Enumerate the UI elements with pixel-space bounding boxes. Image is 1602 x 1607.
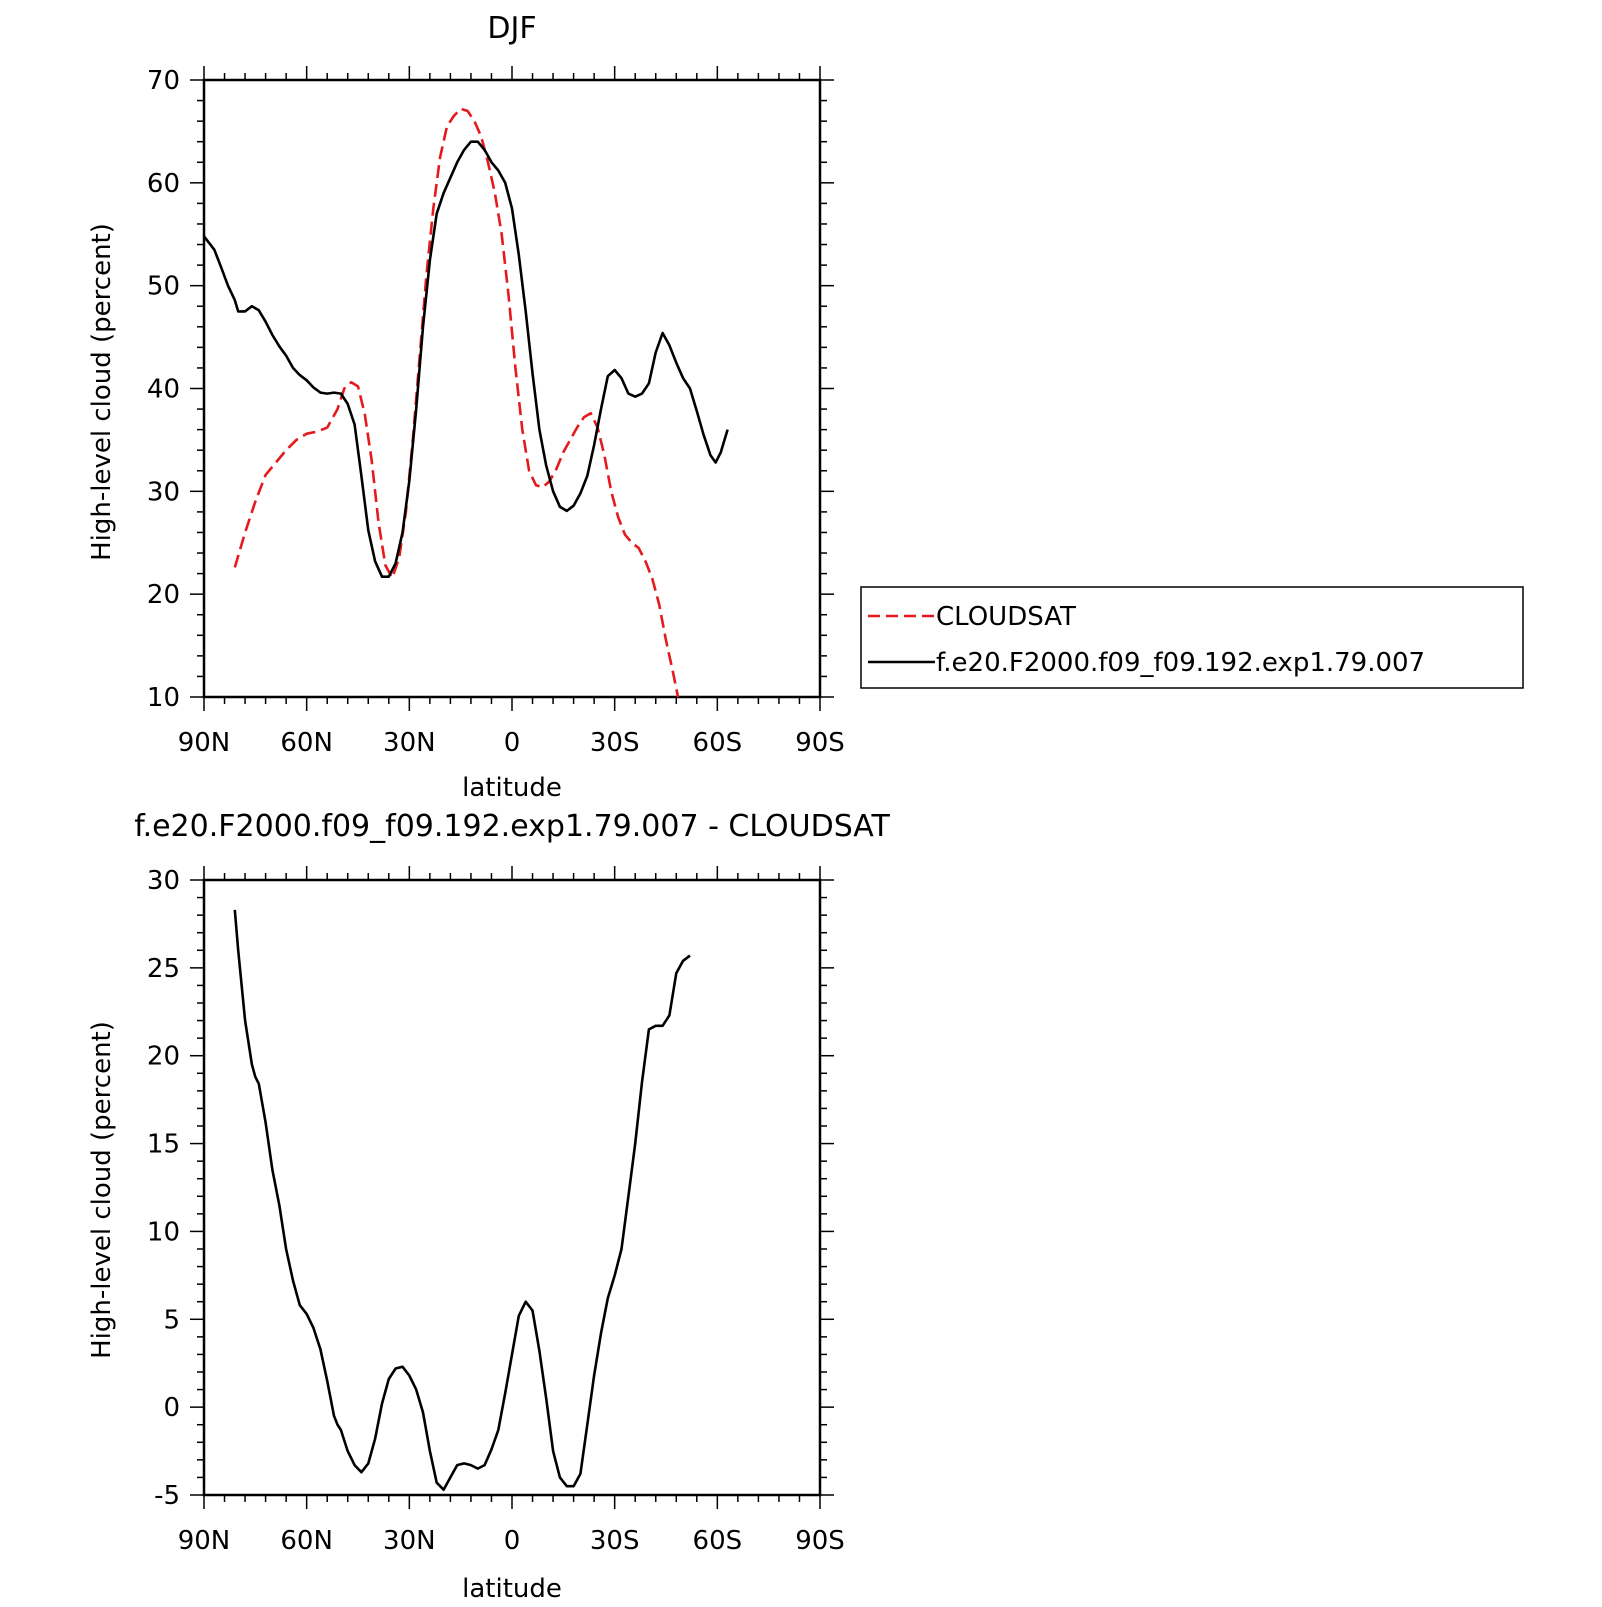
top-y-tick-label: 70 [147,66,180,96]
bottom-x-tick-label: 30N [383,1526,436,1556]
top-x-tick-label: 30N [383,728,436,758]
legend-box [860,586,1524,689]
bottom-panel-title: f.e20.F2000.f09_f09.192.exp1.79.007 - CL… [134,809,890,844]
bottom-y-tick-label: 15 [147,1130,180,1160]
bottom-x-tick-label: 0 [504,1526,521,1556]
legend-label-cloudsat: CLOUDSAT [936,602,1076,632]
top-x-tick-label: 60S [693,728,743,758]
top-x-tick-label: 90S [795,728,845,758]
bottom-panel-y-axis-label: High-level cloud (percent) [87,1021,117,1359]
bottom-x-tick-label: 60N [280,1526,333,1556]
top-y-tick-label: 10 [147,683,180,713]
bottom-plot-frame [202,878,822,1497]
top-series-line-1 [202,140,729,578]
top-panel-title: DJF [487,11,536,46]
bottom-y-tick-label: 10 [147,1217,180,1247]
bottom-y-tick-label: 30 [147,866,180,896]
top-x-tick-label: 0 [504,728,521,758]
top-series-line-0 [233,107,680,698]
bottom-y-tick-label: 20 [147,1042,180,1072]
top-x-tick-label: 90N [178,728,231,758]
top-y-tick-label: 30 [147,477,180,507]
bottom-x-tick-label: 90S [795,1526,845,1556]
top-y-tick-label: 60 [147,169,180,199]
top-y-tick-label: 40 [147,375,180,405]
bottom-y-tick-label: 0 [163,1393,180,1423]
top-panel-y-axis-label: High-level cloud (percent) [87,223,117,561]
legend-label-model: f.e20.F2000.f09_f09.192.exp1.79.007 [936,648,1425,678]
top-y-tick-label: 50 [147,272,180,302]
bottom-y-tick-label: 25 [147,954,180,984]
bottom-x-tick-label: 90N [178,1526,231,1556]
bottom-panel: f.e20.F2000.f09_f09.192.exp1.79.007 - CL… [87,809,890,1604]
top-panel-x-axis-label: latitude [462,773,562,803]
bottom-series-line-0 [233,909,691,1491]
bottom-panel-x-axis-label: latitude [462,1574,562,1602]
bottom-y-tick-label: -5 [154,1481,180,1511]
top-y-tick-label: 20 [147,580,180,610]
bottom-x-tick-label: 30S [590,1526,640,1556]
top-x-tick-label: 60N [280,728,333,758]
legend: CLOUDSAT f.e20.F2000.f09_f09.192.exp1.79… [860,586,1524,689]
top-x-tick-label: 30S [590,728,640,758]
top-plot-frame [202,78,822,699]
bottom-x-tick-label: 60S [693,1526,743,1556]
top-panel: DJF latitude High-level cloud (percent) … [87,11,1524,803]
top-panel-plot-area: 90N 60N 30N 0 30S 60S 90S 10 20 30 40 50 60 70 [147,66,845,758]
bottom-panel-plot-area: 90N 60N 30N 0 30S 60S 90S -5 0 5 10 15 20 25 30 [147,866,845,1556]
bottom-y-tick-label: 5 [163,1305,180,1335]
